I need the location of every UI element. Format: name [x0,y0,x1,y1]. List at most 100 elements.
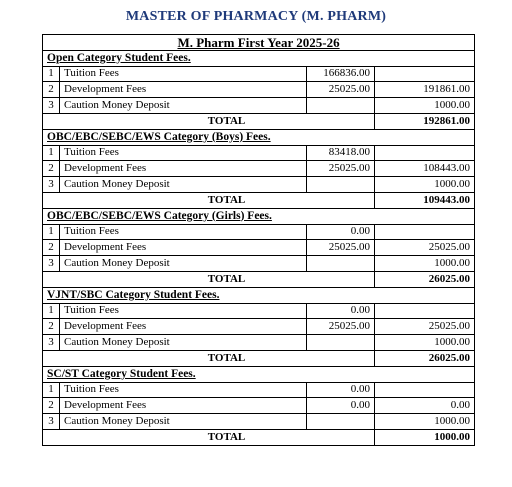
fee-label: Development Fees [59,318,307,336]
fee-row: 2 Development Fees 25025.00 108443.00 [42,160,476,178]
fee-amount: 166836.00 [306,65,375,83]
fee-row: 3 Caution Money Deposit 1000.00 [42,413,476,430]
fee-subtotal [373,144,476,162]
fee-subtotal: 108443.00 [373,160,476,178]
fee-subtotal: 1000.00 [373,334,476,351]
fee-label: Caution Money Deposit [59,413,307,430]
fee-label: Tuition Fees [59,144,307,162]
total-row: TOTAL 1000.00 [42,428,476,446]
fee-label: Tuition Fees [59,381,307,399]
fee-subtotal [373,223,476,241]
grand-total: 26025.00 [373,349,476,367]
fee-row: 1 Tuition Fees 0.00 [42,302,476,320]
fee-amount: 25025.00 [306,239,375,257]
total-row: TOTAL 109443.00 [42,191,476,209]
fee-amount [306,413,375,430]
grand-total: 109443.00 [373,191,476,209]
fee-row: 1 Tuition Fees 166836.00 [42,65,476,83]
fee-row: 1 Tuition Fees 83418.00 [42,144,476,162]
fee-label: Caution Money Deposit [59,334,307,351]
fee-amount: 25025.00 [306,318,375,336]
fee-row: 3 Caution Money Deposit 1000.00 [42,334,476,351]
fee-label: Tuition Fees [59,302,307,320]
row-number: 1 [42,223,60,241]
fee-label: Development Fees [59,81,307,99]
fee-amount: 0.00 [306,302,375,320]
fee-subtotal: 1000.00 [373,97,476,114]
category-title: OBC/EBC/SEBC/EWS Category (Boys) Fees. [41,128,476,146]
row-number: 1 [42,381,60,399]
category-title: Open Category Student Fees. [41,49,476,67]
document-title: MASTER OF PHARMACY (M. PHARM) [125,9,387,24]
fee-subtotal: 1000.00 [373,176,476,193]
fee-amount [306,176,375,193]
fee-subtotal: 1000.00 [373,255,476,272]
fee-label: Tuition Fees [59,65,307,83]
fee-row: 2 Development Fees 0.00 0.00 [42,397,476,415]
total-row: TOTAL 192861.00 [42,112,476,130]
row-number: 1 [42,65,60,83]
year-heading: M. Pharm First Year 2025-26 [41,34,476,51]
fee-amount [306,334,375,351]
category-title: SC/ST Category Student Fees. [41,365,476,383]
fee-label: Caution Money Deposit [59,255,307,272]
fee-subtotal: 25025.00 [373,239,476,257]
grand-total: 192861.00 [373,112,476,130]
fee-table: M. Pharm First Year 2025-26 Open Categor… [41,34,476,446]
row-number: 3 [42,97,60,114]
fee-row: 3 Caution Money Deposit 1000.00 [42,176,476,193]
year-heading-row: M. Pharm First Year 2025-26 [41,34,476,51]
fee-subtotal [373,302,476,320]
fee-subtotal: 1000.00 [373,413,476,430]
fee-row: 2 Development Fees 25025.00 25025.00 [42,239,476,257]
total-label: TOTAL [42,112,375,130]
fee-subtotal: 25025.00 [373,318,476,336]
total-row: TOTAL 26025.00 [42,270,476,288]
fee-row: 2 Development Fees 25025.00 191861.00 [42,81,476,99]
fee-row: 1 Tuition Fees 0.00 [42,381,476,399]
total-label: TOTAL [42,270,375,288]
category-title: VJNT/SBC Category Student Fees. [41,286,476,304]
row-number: 3 [42,255,60,272]
fee-amount: 0.00 [306,223,375,241]
row-number: 2 [42,318,60,336]
fee-row: 3 Caution Money Deposit 1000.00 [42,97,476,114]
total-label: TOTAL [42,349,375,367]
fee-label: Development Fees [59,160,307,178]
fee-row: 1 Tuition Fees 0.00 [42,223,476,241]
fee-subtotal: 0.00 [373,397,476,415]
row-number: 2 [42,81,60,99]
fee-label: Tuition Fees [59,223,307,241]
fee-amount: 0.00 [306,381,375,399]
fee-row: 3 Caution Money Deposit 1000.00 [42,255,476,272]
grand-total: 26025.00 [373,270,476,288]
category-heading-row: OBC/EBC/SEBC/EWS Category (Boys) Fees. [41,128,476,146]
total-label: TOTAL [42,428,375,446]
fee-amount: 83418.00 [306,144,375,162]
fee-label: Development Fees [59,397,307,415]
row-number: 1 [42,302,60,320]
grand-total: 1000.00 [373,428,476,446]
fee-subtotal: 191861.00 [373,81,476,99]
row-number: 3 [42,334,60,351]
fee-label: Caution Money Deposit [59,176,307,193]
category-heading-row: OBC/EBC/SEBC/EWS Category (Girls) Fees. [41,207,476,225]
fee-subtotal [373,65,476,83]
fee-amount: 25025.00 [306,160,375,178]
fee-amount: 0.00 [306,397,375,415]
row-number: 2 [42,239,60,257]
fee-row: 2 Development Fees 25025.00 25025.00 [42,318,476,336]
total-label: TOTAL [42,191,375,209]
row-number: 2 [42,160,60,178]
fee-amount [306,255,375,272]
fee-label: Development Fees [59,239,307,257]
total-row: TOTAL 26025.00 [42,349,476,367]
category-heading-row: SC/ST Category Student Fees. [41,365,476,383]
category-heading-row: Open Category Student Fees. [41,49,476,67]
fee-label: Caution Money Deposit [59,97,307,114]
fee-amount: 25025.00 [306,81,375,99]
row-number: 2 [42,397,60,415]
fee-amount [306,97,375,114]
row-number: 1 [42,144,60,162]
fee-subtotal [373,381,476,399]
